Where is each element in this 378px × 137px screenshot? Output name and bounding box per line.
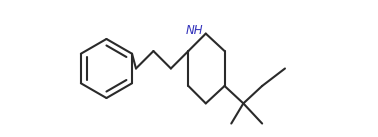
Text: NH: NH [186,24,203,37]
